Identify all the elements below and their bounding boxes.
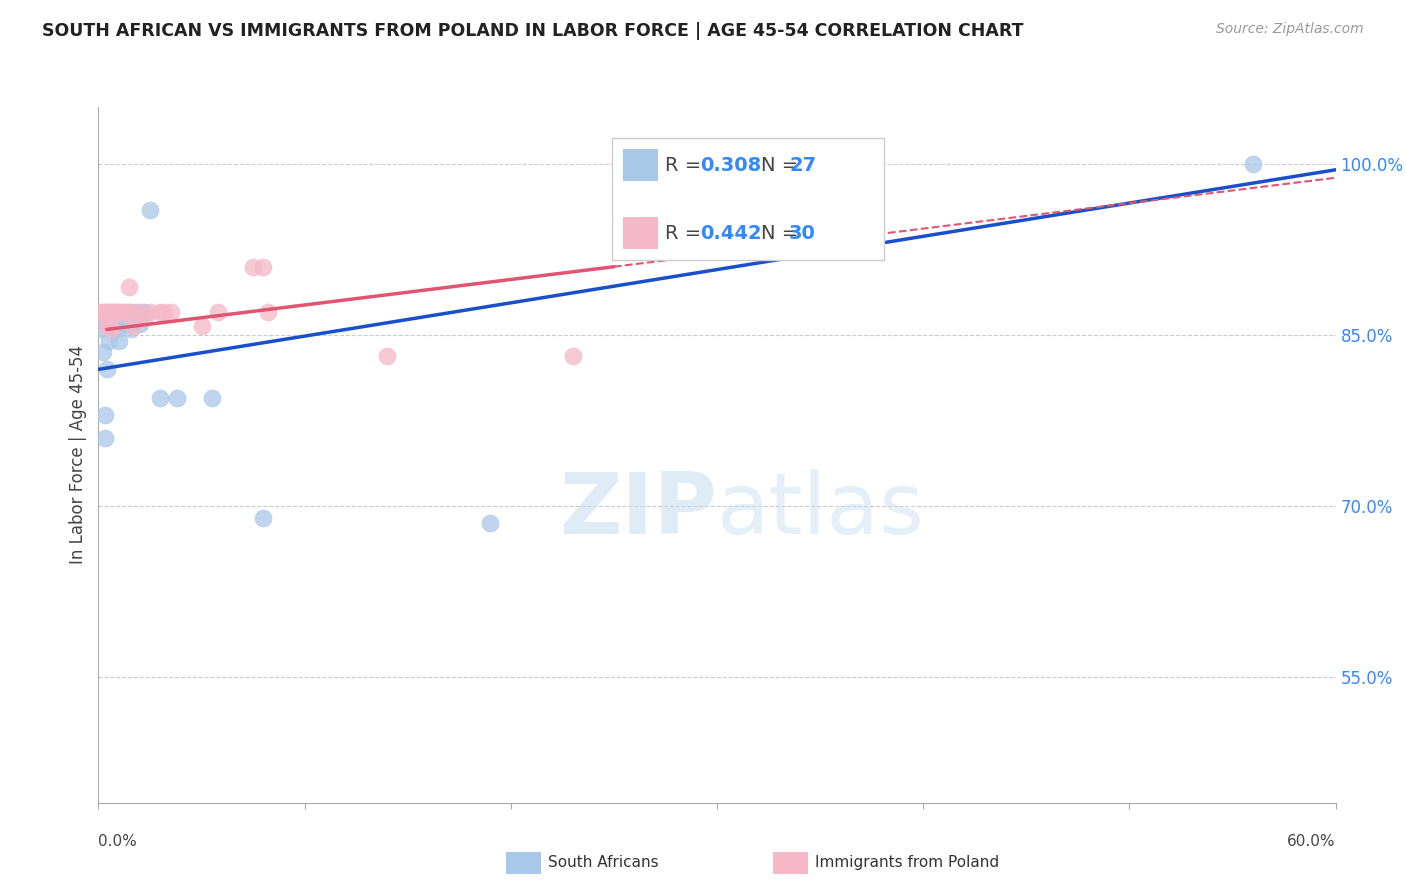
Point bbox=[256, 305, 278, 319]
Point bbox=[101, 308, 124, 322]
Point bbox=[118, 280, 141, 294]
Text: 60.0%: 60.0% bbox=[1288, 834, 1336, 849]
Point bbox=[97, 305, 120, 319]
Text: N =: N = bbox=[761, 155, 804, 175]
Point bbox=[97, 334, 120, 348]
Text: 0.442: 0.442 bbox=[700, 224, 762, 243]
Point bbox=[112, 305, 135, 319]
Point bbox=[139, 305, 162, 319]
Point bbox=[166, 391, 188, 405]
Point bbox=[91, 305, 114, 319]
Text: South Africans: South Africans bbox=[548, 855, 659, 870]
Text: atlas: atlas bbox=[717, 469, 925, 552]
Text: Source: ZipAtlas.com: Source: ZipAtlas.com bbox=[1216, 22, 1364, 37]
Point bbox=[375, 349, 398, 363]
Point bbox=[96, 319, 118, 334]
Text: R =: R = bbox=[665, 155, 707, 175]
Point bbox=[91, 314, 114, 328]
Point bbox=[124, 305, 146, 319]
Point bbox=[110, 305, 132, 319]
Point bbox=[93, 431, 115, 445]
Point bbox=[104, 305, 127, 319]
Point bbox=[120, 305, 142, 319]
Point bbox=[114, 305, 136, 319]
Point bbox=[108, 305, 131, 319]
Point bbox=[128, 305, 150, 319]
Text: N =: N = bbox=[761, 224, 804, 243]
Point bbox=[104, 317, 127, 331]
Point bbox=[118, 305, 141, 319]
Point bbox=[561, 349, 583, 363]
Point bbox=[1241, 157, 1264, 171]
Point bbox=[252, 510, 274, 524]
Text: 0.308: 0.308 bbox=[700, 155, 762, 175]
Point bbox=[159, 305, 181, 319]
Point bbox=[139, 202, 162, 217]
Point bbox=[105, 322, 128, 336]
Point bbox=[479, 516, 502, 531]
Point bbox=[132, 311, 155, 326]
Point bbox=[242, 260, 264, 274]
Text: ZIP: ZIP bbox=[560, 469, 717, 552]
Text: SOUTH AFRICAN VS IMMIGRANTS FROM POLAND IN LABOR FORCE | AGE 45-54 CORRELATION C: SOUTH AFRICAN VS IMMIGRANTS FROM POLAND … bbox=[42, 22, 1024, 40]
Point bbox=[100, 322, 122, 336]
Point bbox=[252, 260, 274, 274]
Point bbox=[149, 305, 172, 319]
Point bbox=[100, 305, 122, 319]
Point bbox=[207, 305, 229, 319]
Text: Immigrants from Poland: Immigrants from Poland bbox=[815, 855, 1000, 870]
Text: 30: 30 bbox=[789, 224, 815, 243]
Point bbox=[128, 317, 150, 331]
Point bbox=[190, 319, 212, 334]
Point bbox=[108, 334, 131, 348]
Point bbox=[93, 305, 115, 319]
Text: 0.0%: 0.0% bbox=[98, 834, 138, 849]
Point bbox=[114, 317, 136, 331]
Point bbox=[120, 322, 142, 336]
Text: 27: 27 bbox=[789, 155, 815, 175]
Y-axis label: In Labor Force | Age 45-54: In Labor Force | Age 45-54 bbox=[69, 345, 87, 565]
Point bbox=[96, 305, 118, 319]
Point bbox=[91, 345, 114, 359]
Point bbox=[153, 305, 176, 319]
Point bbox=[122, 319, 145, 334]
Point bbox=[96, 362, 118, 376]
Point bbox=[201, 391, 224, 405]
Point bbox=[149, 391, 172, 405]
Point bbox=[105, 305, 128, 319]
Text: R =: R = bbox=[665, 224, 707, 243]
Point bbox=[100, 305, 122, 319]
Point bbox=[93, 408, 115, 422]
Point bbox=[89, 322, 111, 336]
Point bbox=[89, 305, 111, 319]
Point bbox=[132, 305, 155, 319]
Point bbox=[97, 319, 120, 334]
Point bbox=[101, 305, 124, 319]
